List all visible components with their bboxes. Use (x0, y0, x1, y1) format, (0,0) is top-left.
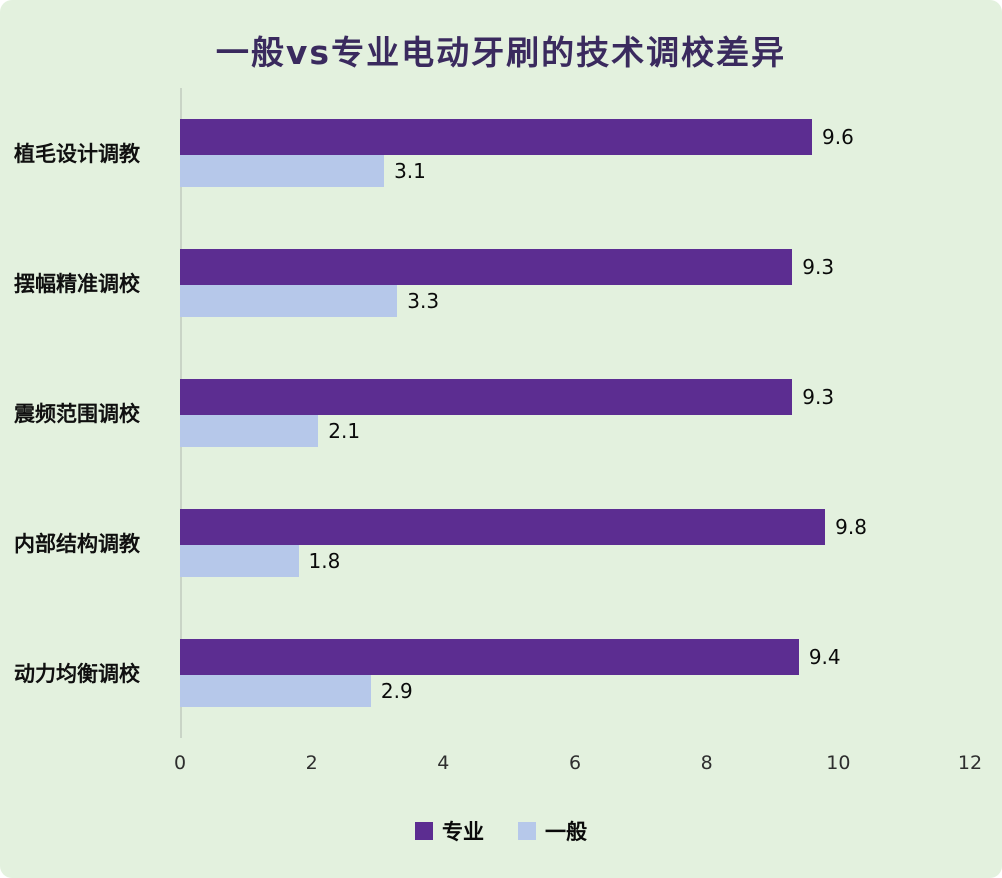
category-label: 植毛设计调教 (14, 142, 140, 166)
bar-line: 2.1 (180, 415, 970, 447)
legend-label: 专业 (442, 820, 484, 844)
bar-line: 2.9 (180, 675, 970, 707)
bar-专业 (180, 379, 793, 415)
x-tick-label: 12 (957, 752, 983, 774)
legend-item: 一般 (518, 816, 587, 846)
legend-swatch (518, 822, 536, 840)
value-label: 9.8 (835, 515, 867, 539)
bar-rows: 植毛设计调教 9.6 3.1 摆幅精准调校 9.3 3.3 震频范围调校 9.3 2.1 内部结构… (0, 88, 1002, 738)
chart-title: 一般vs专业电动牙刷的技术调校差异 (215, 33, 787, 72)
x-axis: 0 2 4 6 8 10 12 (174, 752, 982, 786)
bar-line: 3.1 (180, 155, 970, 187)
bar-专业 (180, 509, 826, 545)
bar-line: 9.4 (180, 639, 970, 675)
bar-group: 9.8 1.8 (180, 509, 970, 577)
category-label: 摆幅精准调校 (14, 272, 140, 296)
bar-一般 (180, 285, 398, 317)
value-label: 3.1 (394, 159, 426, 183)
category-row: 摆幅精准调校 9.3 3.3 (0, 218, 970, 348)
bar-line: 1.8 (180, 545, 970, 577)
bar-专业 (180, 119, 812, 155)
legend-item: 专业 (415, 816, 484, 846)
bar-group: 9.6 3.1 (180, 119, 970, 187)
bar-group: 9.4 2.9 (180, 639, 970, 707)
category-row: 震频范围调校 9.3 2.1 (0, 348, 970, 478)
value-label: 2.9 (380, 679, 413, 703)
legend-swatch (415, 822, 433, 840)
x-tick-label: 6 (568, 752, 582, 774)
category-label: 动力均衡调校 (14, 662, 140, 686)
bar-一般 (180, 155, 385, 187)
value-label: 9.6 (822, 125, 854, 149)
category-label: 内部结构调教 (14, 532, 140, 556)
bar-line: 9.6 (180, 119, 970, 155)
bar-line: 9.3 (180, 249, 970, 285)
x-tick-label: 0 (173, 752, 187, 774)
legend-label: 一般 (545, 820, 587, 844)
value-label: 2.1 (328, 419, 361, 443)
x-tick-label: 10 (826, 752, 851, 774)
x-tick-label: 8 (700, 752, 713, 774)
bar-line: 9.3 (180, 379, 970, 415)
value-label: 9.3 (802, 385, 835, 409)
category-label: 震频范围调校 (14, 402, 140, 426)
value-label: 1.8 (308, 549, 341, 573)
bar-一般 (180, 415, 319, 447)
bar-group: 9.3 3.3 (180, 249, 970, 317)
legend: 专业 一般 (0, 816, 1002, 846)
bar-专业 (180, 639, 799, 675)
value-label: 3.3 (407, 289, 440, 313)
category-row: 内部结构调教 9.8 1.8 (0, 478, 970, 608)
category-row: 动力均衡调校 9.4 2.9 (0, 608, 970, 738)
bar-line: 9.8 (180, 509, 970, 545)
x-tick-label: 2 (305, 752, 318, 774)
bar-一般 (180, 675, 371, 707)
x-tick-label: 4 (437, 752, 450, 774)
value-label: 9.3 (802, 255, 835, 279)
value-label: 9.4 (808, 645, 841, 669)
plot-area: 植毛设计调教 9.6 3.1 摆幅精准调校 9.3 3.3 震频范围调校 9.3 2.1 内部结构… (0, 88, 1002, 786)
bar-line: 3.3 (180, 285, 970, 317)
category-row: 植毛设计调教 9.6 3.1 (0, 88, 970, 218)
bar-一般 (180, 545, 299, 577)
bar-专业 (180, 249, 793, 285)
bar-group: 9.3 2.1 (180, 379, 970, 447)
